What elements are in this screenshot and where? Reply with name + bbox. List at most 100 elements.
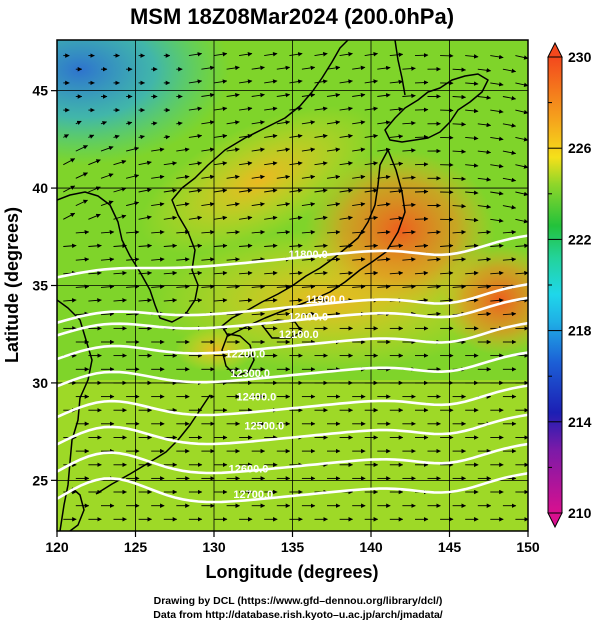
wind-vector xyxy=(264,243,278,249)
wind-vector xyxy=(201,202,215,207)
wind-vector xyxy=(414,216,429,222)
wind-vector xyxy=(276,284,291,289)
height-contours xyxy=(57,234,528,504)
y-tick-label: 45 xyxy=(32,83,48,99)
wind-vector xyxy=(301,229,316,235)
contour-label: 12200.0 xyxy=(226,349,266,361)
wind-vector xyxy=(138,298,152,303)
wind-vector xyxy=(138,134,145,140)
wind-vector xyxy=(63,243,77,249)
wind-vector xyxy=(452,229,466,235)
contour-line xyxy=(57,283,528,324)
y-axis: 25 30 35 40 45 xyxy=(32,83,57,488)
wind-vector xyxy=(477,257,492,262)
wind-vector xyxy=(239,270,253,276)
wind-vector xyxy=(301,174,316,180)
wind-vector xyxy=(352,65,366,71)
coastline-kyushu xyxy=(221,333,255,377)
wind-vector xyxy=(88,298,102,303)
wind-vector xyxy=(339,243,353,249)
colorbar-tick-label: 222 xyxy=(568,231,592,247)
wind-vector xyxy=(414,80,429,85)
wind-vector xyxy=(490,270,504,276)
wind-vector xyxy=(251,174,265,180)
wind-vector xyxy=(88,186,101,193)
wind-vector xyxy=(151,147,165,152)
wind-vector xyxy=(113,187,127,193)
wind-vector xyxy=(188,133,203,139)
y-axis-label: Latitude (degrees) xyxy=(2,207,22,363)
wind-vector xyxy=(138,188,152,193)
wind-vector xyxy=(201,65,215,71)
chart-title: MSM 18Z08Mar2024 (200.0hPa) xyxy=(130,4,454,29)
wind-vector xyxy=(339,133,353,139)
wind-vector xyxy=(239,52,253,57)
wind-vector xyxy=(515,82,528,88)
coastline-taiwan xyxy=(69,487,85,531)
wind-vector xyxy=(63,158,76,166)
wind-vector xyxy=(402,229,416,235)
y-tick-label: 25 xyxy=(32,472,48,488)
wind-vector xyxy=(289,161,303,166)
wind-vector xyxy=(414,189,429,194)
contour-line xyxy=(57,296,528,337)
wind-vector xyxy=(452,122,466,127)
wind-vector xyxy=(264,79,278,84)
wind-vector xyxy=(339,79,353,84)
colorbar-tick-label: 214 xyxy=(568,414,592,430)
wind-vector xyxy=(477,122,492,128)
wind-vector xyxy=(75,172,88,179)
wind-vector xyxy=(414,53,429,58)
wind-vector xyxy=(477,149,492,155)
wind-vector xyxy=(251,202,265,207)
wind-vector xyxy=(176,174,190,180)
wind-vector xyxy=(188,79,203,84)
wind-vector xyxy=(452,67,466,72)
wind-vector xyxy=(352,257,366,262)
wind-vector xyxy=(201,284,215,289)
wind-vector xyxy=(100,257,115,262)
wind-vector xyxy=(477,229,492,235)
wind-vector xyxy=(490,243,504,249)
wind-vector xyxy=(226,65,240,71)
wind-vector xyxy=(226,147,240,152)
wind-vector xyxy=(213,270,228,276)
x-tick-label: 130 xyxy=(202,539,226,555)
wind-vector xyxy=(440,298,454,303)
wind-vector xyxy=(301,120,316,125)
wind-vector xyxy=(414,243,429,249)
wind-vector xyxy=(213,133,228,139)
wind-vector xyxy=(100,173,114,179)
colorbar-tick-label: 230 xyxy=(568,49,592,65)
wind-vector xyxy=(176,284,190,289)
wind-vector xyxy=(465,217,479,223)
wind-vector xyxy=(201,229,215,235)
wind-vector xyxy=(465,108,479,114)
wind-vector xyxy=(352,174,366,180)
wind-vector xyxy=(427,257,441,262)
x-tick-label: 145 xyxy=(438,539,462,555)
wind-vector xyxy=(276,147,291,152)
wind-vector xyxy=(213,79,228,84)
wind-vector xyxy=(477,95,492,100)
wind-vector xyxy=(163,161,177,166)
wind-vector xyxy=(490,109,504,114)
wind-vector xyxy=(389,161,404,167)
coastline-china-south xyxy=(57,299,93,531)
wind-vector xyxy=(75,199,88,207)
wind-vector xyxy=(239,215,253,221)
wind-vector xyxy=(326,65,341,71)
wind-vector xyxy=(301,284,316,289)
colorbar-tick-label: 210 xyxy=(568,505,592,521)
warm-core-kyushu xyxy=(175,328,255,372)
wind-vector xyxy=(502,95,517,101)
wind-vector xyxy=(226,174,240,180)
wind-vector xyxy=(88,213,101,220)
wind-vector xyxy=(201,174,215,180)
wind-vector xyxy=(251,229,265,235)
x-tick-label: 140 xyxy=(359,539,383,555)
wind-vector xyxy=(452,94,466,100)
contour-line xyxy=(57,321,528,361)
plot-area: 11800.0 11900.0 12000.0 12100.0 12200.0 12300… xyxy=(57,40,528,531)
wind-vector xyxy=(88,270,102,276)
